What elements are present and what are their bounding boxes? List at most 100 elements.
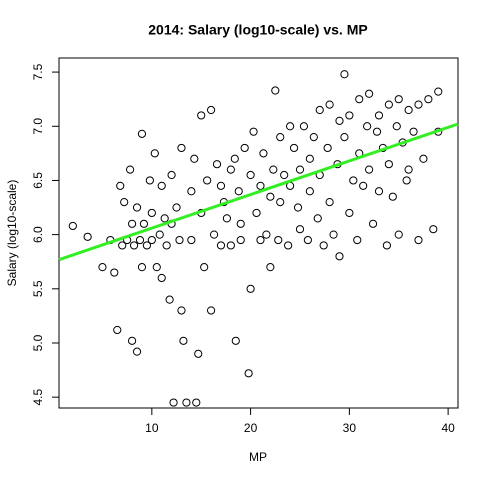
data-point [203,176,212,185]
data-point [155,230,164,239]
data-point [83,232,92,241]
data-point [152,263,161,272]
data-point [340,70,349,79]
data-point [269,165,278,174]
data-point [419,154,428,163]
data-point [262,230,271,239]
data-point [319,241,328,250]
data-point [68,221,77,231]
data-point [368,219,378,228]
data-point [118,241,127,250]
data-point [402,176,411,185]
data-point [177,306,186,315]
data-point [345,111,354,120]
y-tick-label: 6.5 [31,172,45,189]
plot-frame [58,57,459,409]
data-point [147,235,156,245]
x-tick-label: 10 [145,421,159,435]
data-point [365,165,374,174]
data-point [190,154,199,163]
data-point [259,149,268,158]
data-point [230,154,239,163]
data-point [137,129,147,138]
data-point [226,165,235,174]
data-point [132,203,142,212]
data-point [172,203,181,212]
data-point [404,165,413,174]
data-point [266,192,275,201]
data-point [246,284,255,293]
data-point [187,235,196,245]
data-point [222,214,231,223]
data-point [160,214,169,223]
data-point [212,160,222,169]
data-point [182,398,191,407]
data-point [177,143,186,153]
y-tick-label: 5.5 [31,280,45,297]
data-point [355,95,364,104]
data-point [299,122,309,131]
data-point [409,127,418,136]
data-point [424,95,433,104]
data-point [429,225,438,234]
data-point [226,241,235,250]
regression-line [58,122,459,262]
data-point [295,225,305,234]
data-point [276,198,285,207]
y-tick-label: 6.0 [31,226,45,243]
data-point [280,170,289,180]
data-point [394,230,403,239]
x-tick-label: 20 [244,421,258,435]
data-point [216,181,226,190]
data-point [394,95,403,104]
data-point [234,187,243,196]
data-point [340,133,349,142]
data-point [98,263,107,272]
data-point [206,306,216,315]
data-point [325,100,334,109]
data-point [335,116,344,125]
data-point [157,273,166,283]
data-point [236,219,245,228]
data-point [216,241,226,250]
data-point [392,122,401,131]
data-point [303,235,312,245]
data-point [335,252,344,261]
data-point [323,143,332,153]
x-axis-label: MP [249,450,267,464]
data-point [384,160,393,169]
y-tick-label: 5.0 [31,334,45,351]
data-point [256,181,265,190]
y-tick-label: 7.5 [31,63,45,80]
data-point [289,143,299,153]
data-point [200,263,209,272]
x-tick-label: 40 [441,421,455,435]
data-point [240,143,249,153]
y-tick-label: 4.5 [31,389,45,406]
data-point [284,241,293,250]
data-point [252,208,261,218]
data-point [365,89,374,98]
data-point [271,86,280,95]
data-point [315,105,324,115]
data-point [169,398,178,407]
data-point [293,203,303,212]
data-point [120,198,129,207]
data-point [388,192,397,201]
data-point [363,122,372,131]
data-point [305,154,314,163]
data-point [137,263,147,272]
data-point [276,133,285,142]
data-point [126,165,135,174]
data-point [147,208,156,218]
data-point [286,122,295,131]
data-point [414,235,423,245]
data-point [165,295,174,304]
data-point [374,187,384,196]
data-point [162,241,171,250]
data-point [374,111,384,120]
data-point [266,263,275,272]
data-point [129,241,139,250]
data-point [197,111,206,120]
data-point [179,336,188,345]
